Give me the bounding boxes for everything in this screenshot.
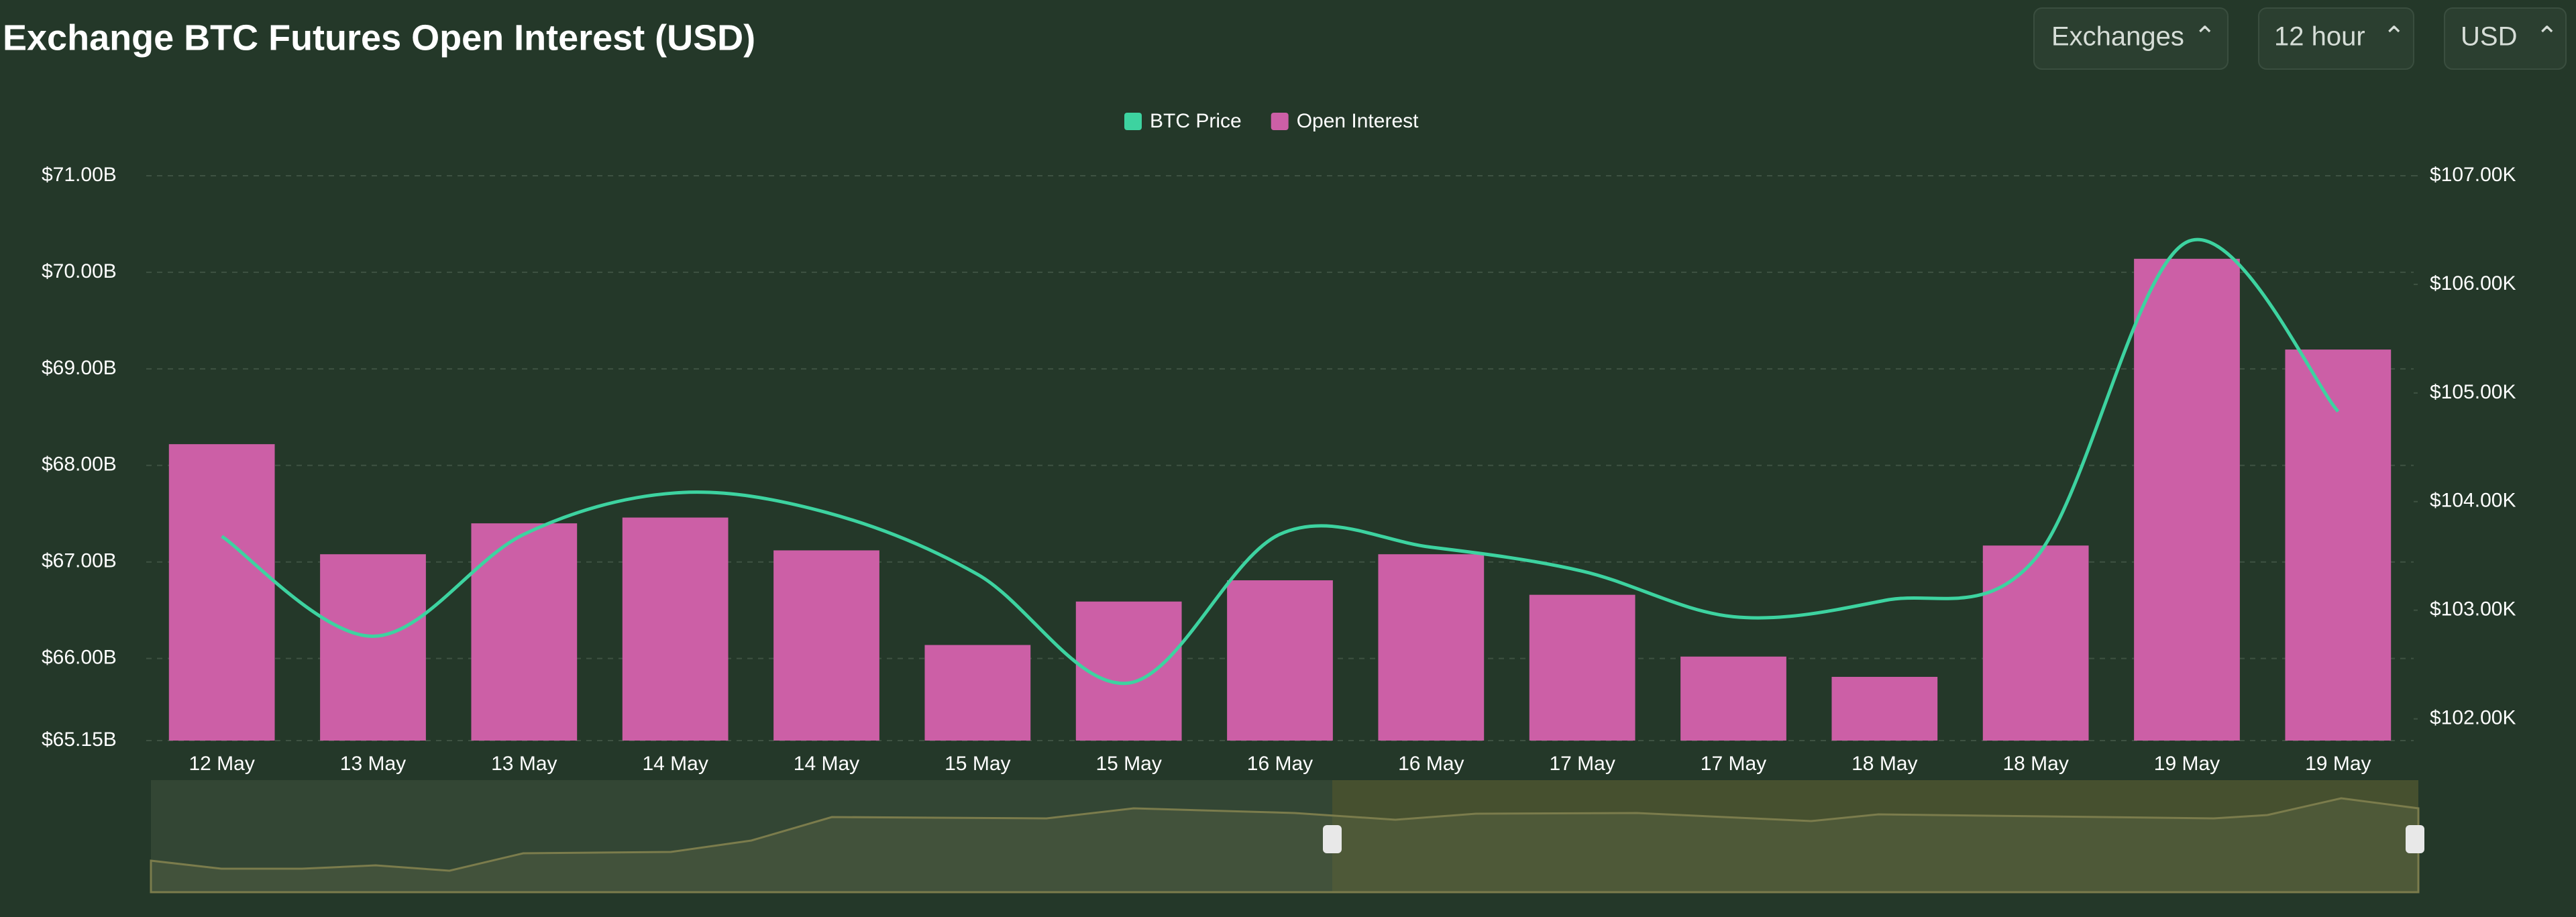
exchanges-select[interactable]: Exchanges ⌃ (2033, 7, 2229, 70)
price-line (221, 237, 2340, 686)
select-label[interactable]: 12 hour (2274, 22, 2365, 52)
navigator-handle[interactable] (1323, 825, 1342, 853)
x-tick-label: 18 May (2002, 753, 2068, 775)
navigator (150, 780, 2424, 894)
x-tick-label: 14 May (642, 753, 708, 775)
y-tick-label: $68.00B (42, 453, 117, 476)
x-tick-label: 14 May (794, 753, 859, 775)
navigator-handle[interactable] (2406, 825, 2424, 853)
y2-tick-label: $104.00K (2430, 490, 2516, 512)
bar (1227, 580, 1333, 741)
select-label[interactable]: Exchanges (2051, 22, 2184, 52)
x-tick-label: 13 May (340, 753, 406, 775)
x-tick-label: 19 May (2305, 753, 2371, 775)
bar (2285, 349, 2392, 741)
bar (320, 554, 426, 741)
select-caret[interactable]: ⌃ (2536, 22, 2559, 52)
x-tick-label: 17 May (1701, 753, 1766, 775)
y-tick-label: $70.00B (42, 260, 117, 282)
bar (168, 444, 275, 741)
y-tick-label: $65.15B (42, 729, 117, 751)
legend-label: BTC Price (1150, 110, 1242, 132)
select-label[interactable]: USD (2461, 22, 2517, 52)
x-tick-label: 16 May (1247, 753, 1313, 775)
select-box[interactable] (2258, 7, 2414, 70)
x-tick-label: 18 May (1851, 753, 1917, 775)
bar (1378, 554, 1485, 741)
x-tick-label: 13 May (491, 753, 557, 775)
y-tick-label: $66.00B (42, 647, 117, 669)
x-tick-label: 12 May (189, 753, 254, 775)
bar (1982, 545, 2089, 741)
x-tick-label: 15 May (1095, 753, 1161, 775)
bar (471, 523, 578, 741)
currency-select[interactable]: USD ⌃ (2444, 7, 2567, 70)
x-tick-label: 16 May (1398, 753, 1464, 775)
navigator-area (150, 797, 2420, 894)
select-box[interactable] (2033, 7, 2229, 70)
select-box[interactable] (2444, 7, 2567, 70)
bar (1831, 677, 1938, 741)
y2-tick-label: $103.00K (2430, 598, 2516, 621)
bar (622, 517, 729, 741)
bar (1680, 656, 1786, 741)
bar (773, 550, 879, 741)
bar (2134, 258, 2240, 741)
y-tick-label: $67.00B (42, 550, 117, 572)
legend-label: Open Interest (1297, 110, 1419, 132)
y2-tick-label: $102.00K (2430, 707, 2516, 729)
interval-select[interactable]: 12 hour ⌃ (2258, 7, 2414, 70)
navigator-selection[interactable] (1332, 780, 2418, 892)
select-caret[interactable]: ⌃ (2194, 22, 2216, 52)
bar (1075, 601, 1182, 741)
x-tick-label: 19 May (2154, 753, 2220, 775)
y2-tick-label: $106.00K (2430, 272, 2516, 294)
y-tick-label: $69.00B (42, 357, 117, 379)
page-title: Exchange BTC Futures Open Interest (USD) (3, 17, 755, 58)
legend-swatch (1271, 113, 1289, 130)
bar (1529, 594, 1635, 741)
y2-tick-label: $105.00K (2430, 381, 2516, 403)
y2-tick-label: $107.00K (2430, 164, 2516, 186)
bar (924, 645, 1031, 741)
y-tick-label: $71.00B (42, 164, 117, 186)
x-tick-label: 17 May (1549, 753, 1615, 775)
x-tick-label: 15 May (945, 753, 1010, 775)
select-caret[interactable]: ⌃ (2383, 22, 2406, 52)
legend-swatch (1124, 113, 1142, 130)
